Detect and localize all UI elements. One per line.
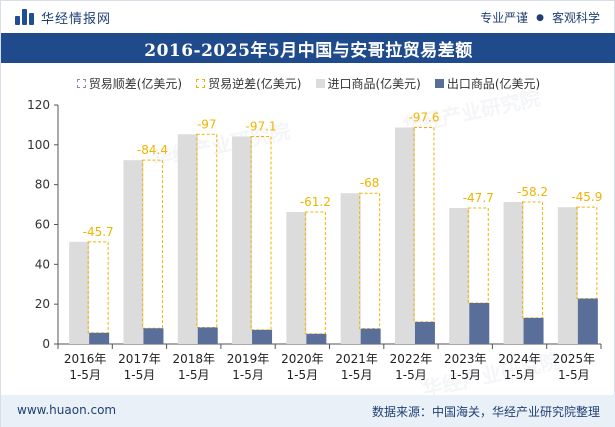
- deficit-bar: [359, 192, 381, 330]
- deficit-bar: [413, 127, 435, 323]
- legend-swatch-export: [434, 78, 444, 88]
- import-bar: [232, 136, 253, 344]
- y-tick-label: 120: [27, 98, 50, 112]
- y-tick-label: 60: [35, 218, 50, 232]
- import-bar: [69, 241, 90, 344]
- x-tick-label: 2016年: [64, 352, 107, 366]
- export-bar: [197, 327, 218, 344]
- import-bar: [449, 207, 470, 344]
- deficit-value-label: -47.7: [463, 191, 494, 205]
- deficit-bar: [467, 207, 489, 304]
- x-tick-label: 1-5月: [232, 368, 264, 382]
- export-bar: [306, 333, 327, 344]
- legend-swatch-deficit: [196, 78, 206, 88]
- deficit-bar: [304, 211, 326, 335]
- y-tick-label: 40: [35, 257, 50, 271]
- x-tick-label: 1-5月: [124, 368, 156, 382]
- export-bar: [89, 332, 110, 344]
- deficit-bar: [87, 241, 109, 334]
- footer: www.huaon.com 数据来源：中国海关，华经产业研究院整理: [1, 395, 615, 427]
- x-tick-label: 2022年: [390, 352, 433, 366]
- tagline-text-1: 专业严谨: [480, 11, 529, 25]
- x-tick-label: 2024年: [498, 352, 541, 366]
- y-tick-label: 80: [35, 178, 50, 192]
- import-bar: [340, 193, 361, 344]
- x-tick-label: 2025年: [553, 352, 596, 366]
- export-bar: [252, 329, 273, 344]
- deficit-value-label: -97: [197, 117, 217, 131]
- import-bar: [286, 211, 307, 344]
- bar-chart: 0 20 40 60 80 100 120 -45.7 2016年 1-5月 -84.4 2017年 1…: [27, 98, 602, 382]
- deficit-value-label: -58.2: [517, 185, 548, 199]
- y-tick-label: 0: [42, 337, 50, 351]
- x-tick-label: 1-5月: [341, 368, 373, 382]
- x-tick-label: 2023年: [444, 352, 487, 366]
- y-tick-label: 20: [35, 297, 50, 311]
- export-bar: [143, 328, 164, 344]
- export-bar: [469, 302, 490, 344]
- x-tick-label: 1-5月: [69, 368, 101, 382]
- tagline-dot-icon: ●: [536, 12, 544, 23]
- deficit-value-label: -97.1: [246, 119, 277, 133]
- x-tick-label: 2020年: [281, 352, 324, 366]
- legend-swatch-surplus: [76, 78, 86, 88]
- x-tick-label: 1-5月: [287, 368, 319, 382]
- y-tick-label: 100: [27, 138, 50, 152]
- legend-item-export[interactable]: 出口商品(亿美元): [434, 75, 541, 92]
- deficit-value-label: -68: [360, 176, 380, 190]
- x-tick-label: 2018年: [172, 352, 215, 366]
- legend-label-export: 出口商品(亿美元): [446, 76, 541, 91]
- x-tick-label: 1-5月: [178, 368, 210, 382]
- legend-swatch-import: [315, 78, 325, 88]
- x-tick-label: 1-5月: [504, 368, 536, 382]
- x-tick-label: 1-5月: [449, 368, 481, 382]
- brand-logo[interactable]: 华经情报网: [15, 8, 112, 27]
- brand-bars-icon: [15, 9, 35, 25]
- tagline-text-2: 客观科学: [551, 11, 600, 25]
- deficit-value-label: -84.4: [137, 143, 168, 157]
- legend-item-import[interactable]: 进口商品(亿美元): [315, 75, 421, 92]
- deficit-bar: [522, 201, 544, 319]
- top-bar: 华经情报网 专业严谨 ● 客观科学: [1, 1, 615, 33]
- data-source: 数据来源：中国海关，华经产业研究院整理: [371, 405, 600, 419]
- legend-label-import: 进口商品(亿美元): [327, 76, 421, 91]
- tagline: 专业严谨 ● 客观科学: [480, 9, 600, 26]
- website-link[interactable]: www.huaon.com: [17, 403, 117, 417]
- title-bar: 2016-2025年5月中国与安哥拉贸易差额: [1, 33, 615, 63]
- legend-item-surplus[interactable]: 贸易顺差(亿美元): [76, 75, 183, 92]
- x-tick-label: 1-5月: [558, 368, 590, 382]
- import-bar: [557, 207, 578, 344]
- x-tick-label: 2017年: [118, 352, 161, 366]
- import-bar: [394, 127, 415, 344]
- chart-title: 2016-2025年5月中国与安哥拉贸易差额: [144, 40, 473, 61]
- x-tick-label: 1-5月: [395, 368, 427, 382]
- deficit-value-label: -61.2: [300, 195, 331, 209]
- import-bar: [123, 160, 144, 344]
- export-bar: [577, 298, 598, 344]
- brand-name: 华经情报网: [41, 11, 112, 27]
- import-bar: [177, 134, 198, 344]
- import-bar: [503, 201, 524, 344]
- x-tick-label: 2019年: [227, 352, 270, 366]
- legend-label-surplus: 贸易顺差(亿美元): [88, 76, 183, 91]
- export-bar: [523, 317, 544, 344]
- export-bar: [360, 328, 381, 344]
- legend-item-deficit[interactable]: 贸易逆差(亿美元): [196, 75, 302, 92]
- export-bar: [414, 321, 435, 344]
- deficit-value-label: -97.6: [408, 111, 439, 125]
- legend-label-deficit: 贸易逆差(亿美元): [208, 76, 302, 91]
- deficit-bar: [576, 206, 598, 300]
- chart-legend: 贸易顺差(亿美元) 贸易逆差(亿美元) 进口商品(亿美元) 出口商品(亿美元): [1, 71, 615, 95]
- deficit-bar: [141, 159, 163, 329]
- deficit-value-label: -45.7: [83, 225, 114, 239]
- deficit-bar: [250, 135, 272, 331]
- deficit-bar: [196, 133, 218, 328]
- x-tick-label: 2021年: [335, 352, 378, 366]
- deficit-value-label: -45.9: [571, 190, 602, 204]
